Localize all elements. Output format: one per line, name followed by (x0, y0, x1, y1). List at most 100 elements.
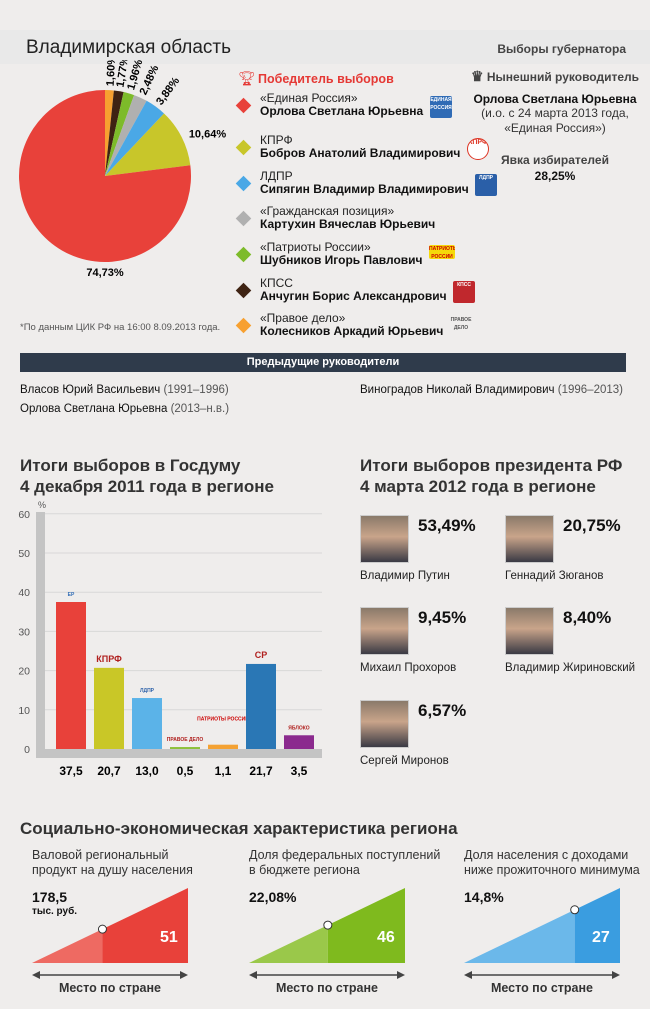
pie-slice (105, 95, 147, 176)
previous-head: Власов Юрий Васильевич (1991–1996) (20, 384, 229, 396)
y-tick-label: 50 (18, 548, 30, 560)
bar (170, 747, 200, 749)
socio-title: Социально-экономическая характеристика р… (20, 819, 458, 838)
current-head-party: «Единая Россия») (504, 121, 606, 135)
panel-value: 178,5 (32, 889, 68, 905)
duma-bar-chart: % 0 10 20 30 40 50 60 37,5 ЕР 20,7 КПРФ 13,0 ЛДПР 0,5 П… (18, 500, 322, 778)
y-axis (36, 512, 45, 749)
crown-icon: ♛ (470, 68, 484, 84)
legend-candidate-name: Сипягин Владимир Владимирович (260, 182, 469, 196)
previous-head-years: (1991–1996) (163, 384, 229, 396)
party-logo-icon: ПРАВОЕ ДЕЛО (167, 737, 204, 743)
panel-unit: тыс. руб. (32, 906, 78, 917)
party-logo-icon: КПСС (453, 281, 475, 303)
legend-party: «Единая Россия» (260, 91, 358, 105)
panel-title-line1: Доля населения с доходами (464, 848, 629, 862)
bar-value-label: 21,7 (249, 764, 273, 778)
candidate-name: Сергей Миронов (360, 755, 449, 767)
panel-title-line2: в бюджете региона (249, 863, 360, 877)
bar-value-label: 3,5 (291, 764, 308, 778)
triangle-left-part (464, 909, 575, 963)
party-logo-icon: ЯБЛОКО (288, 725, 310, 731)
y-tick-label: 0 (24, 744, 30, 756)
legend-candidate-name: Колесников Аркадий Юрьевич (260, 324, 444, 338)
turnout-value: 28,25% (534, 169, 576, 183)
candidate-pct: 20,75% (563, 516, 621, 535)
pie-slice (105, 100, 165, 176)
triangle-left-part (249, 925, 328, 963)
party-logo-icon: ПРАВОЕ ДЕЛО (450, 317, 472, 331)
page-title: Владимирская область (26, 37, 231, 58)
previous-head-years: (1996–2013) (557, 384, 623, 396)
previous-head: Виноградов Николай Владимирович (1996–20… (360, 384, 623, 396)
y-tick-label: 20 (18, 666, 30, 678)
legend-party: «Гражданская позиция» (260, 204, 395, 218)
current-head-label: ♛ Нынешний руководитель (470, 68, 640, 85)
legend-candidate-name: Шубников Игорь Павлович (260, 253, 423, 267)
y-tick-label: 30 (18, 626, 30, 638)
duma-title: Итоги выборов в Госдуму 4 декабря 2011 го… (20, 455, 274, 497)
previous-head: Орлова Светлана Юрьевна (2013–н.в.) (20, 403, 229, 415)
candidate-name: Владимир Путин (360, 570, 450, 582)
turnout-label: Явка избирателей (501, 153, 609, 167)
legend-party: КПСС (260, 276, 293, 290)
arrow-right-icon (397, 971, 405, 979)
rank-value: 27 (592, 929, 610, 946)
previous-head-years: (2013–н.в.) (170, 403, 230, 415)
y-tick-label: 60 (18, 509, 30, 521)
arrow-right-icon (612, 971, 620, 979)
legend-candidate-name: Орлова Светлана Юрьевна (260, 104, 424, 118)
rank-value: 46 (377, 929, 395, 946)
current-head-name: Орлова Светлана Юрьевна (473, 92, 637, 106)
party-logo-icon: ПАТРИОТЫ РОССИИ (197, 717, 249, 723)
pie-slice (105, 90, 114, 176)
arrow-left-icon (32, 971, 40, 979)
arrow-left-icon (464, 971, 472, 979)
candidate-photo (505, 515, 554, 563)
bar (132, 698, 162, 749)
legend-candidate-name: Анчугин Борис Александрович (260, 289, 447, 303)
party-logo-icon: КПРФ (467, 138, 489, 160)
party-logo-icon: ЛДПР (475, 174, 497, 196)
rank-triangle (32, 888, 188, 979)
arrow-left-icon (249, 971, 257, 979)
candidate-pct: 8,40% (563, 608, 612, 627)
rank-marker (323, 920, 333, 930)
party-logo-icon: СР (255, 650, 268, 660)
panel-value: 14,8% (464, 889, 504, 905)
previous-head-name: Орлова Светлана Юрьевна (20, 403, 168, 415)
panel-title-line1: Валовой региональный (32, 848, 169, 862)
legend-candidate-name: Бобров Анатолий Владимирович (260, 146, 461, 160)
place-label: Место по стране (490, 981, 594, 995)
candidate-photo (360, 515, 409, 563)
party-logo-icon: ЕР (68, 592, 75, 598)
bar (284, 735, 314, 749)
party-logo-icon: ЕДИНАЯ РОССИЯ (430, 96, 452, 118)
y-tick-label: 10 (18, 705, 30, 717)
legend-party: «Правое дело» (260, 311, 346, 325)
pie-label: 1,60% (105, 60, 119, 86)
candidate-photo (505, 607, 554, 655)
candidate-name: Михаил Прохоров (360, 662, 457, 674)
pie-slice (105, 113, 191, 176)
legend-diamond-icon (235, 317, 252, 334)
duma-title-line1: Итоги выборов в Госдуму (20, 456, 241, 475)
bar-value-label: 0,5 (177, 764, 194, 778)
place-label: Место по стране (275, 981, 379, 995)
previous-head-name: Власов Юрий Васильевич (20, 384, 161, 396)
pie-slice (105, 90, 124, 176)
triangle-right-part (102, 888, 188, 963)
president-title: Итоги выборов президента РФ 4 марта 2012 … (360, 455, 622, 497)
panel-title-line2: ниже прожиточного минимума (464, 863, 640, 877)
header-band (0, 30, 650, 64)
pie-label: 3,88% (154, 75, 182, 107)
pie-label: 10,64% (189, 128, 227, 140)
x-axis (36, 749, 322, 758)
president-title-line2: 4 марта 2012 года в регионе (360, 477, 596, 496)
duma-title-line2: 4 декабря 2011 года в регионе (20, 477, 274, 496)
footnote: *По данным ЦИК РФ на 16:00 8.09.2013 год… (20, 322, 221, 333)
bar (246, 663, 276, 749)
triangle-right-part (327, 888, 405, 963)
candidate-photo (360, 607, 409, 655)
candidate-pct: 9,45% (418, 608, 467, 627)
